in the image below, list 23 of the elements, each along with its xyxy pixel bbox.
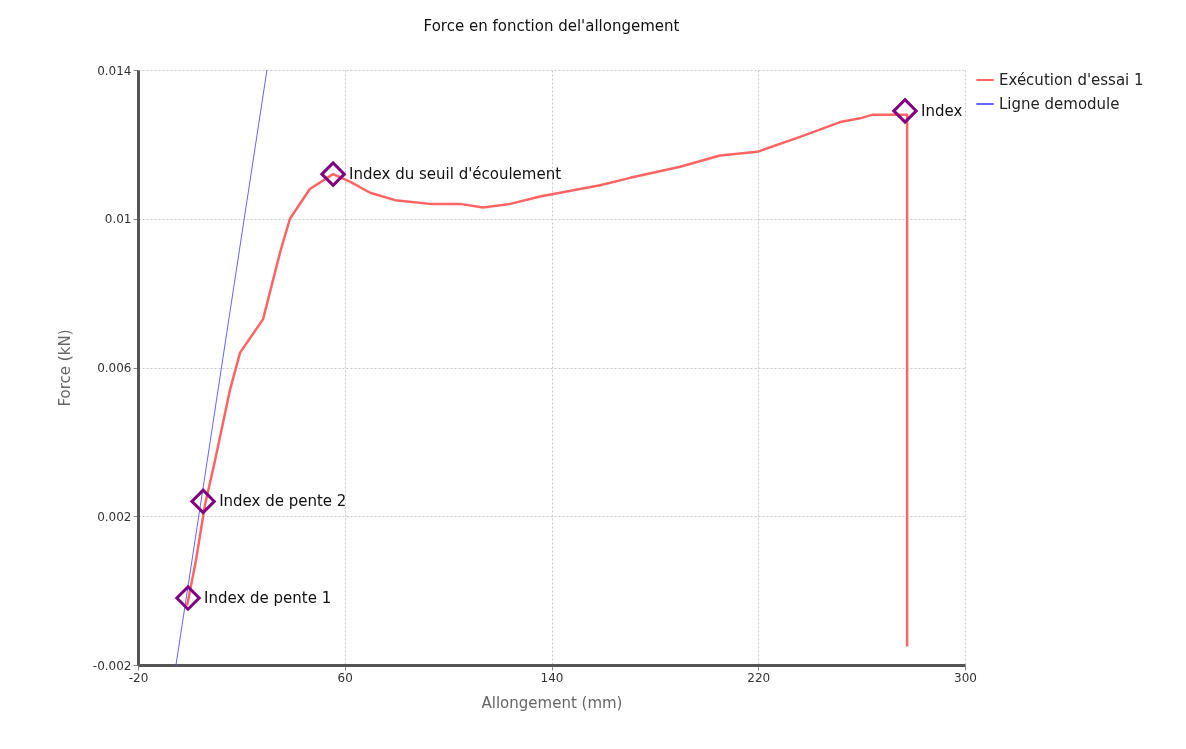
- y-tick-label: -0.002: [92, 658, 132, 673]
- y-tick-label: 0.006: [97, 361, 132, 375]
- x-tick-label: 60: [337, 670, 353, 685]
- point: [190, 488, 216, 515]
- annotation: Index du seuil d'écoulement: [349, 165, 562, 184]
- y-tick-label: 0.002: [97, 509, 132, 524]
- annotation: Index de pente 2: [219, 492, 347, 511]
- y-axis-title: Force (kN): [55, 329, 74, 407]
- x-tick-label: 300: [954, 670, 977, 685]
- point: [320, 161, 346, 187]
- y-tick-label: 0.014: [97, 63, 132, 78]
- legend-label: Exécution d'essai 1: [999, 71, 1144, 89]
- x-tick-label: 220: [747, 670, 771, 685]
- annotation: Index de pente 1: [204, 589, 332, 608]
- point: [175, 585, 201, 611]
- x-tick-label: 140: [540, 670, 564, 685]
- annotation: Index: [921, 101, 963, 120]
- x-tick-label: -20: [128, 670, 149, 685]
- chart-title: Force en fonction del'allongement: [423, 17, 680, 35]
- legend-label: Ligne demodule: [999, 95, 1120, 113]
- y-tick-label: 0.01: [104, 212, 132, 227]
- point: [892, 98, 918, 124]
- x-axis-title: Allongement (mm): [481, 693, 623, 712]
